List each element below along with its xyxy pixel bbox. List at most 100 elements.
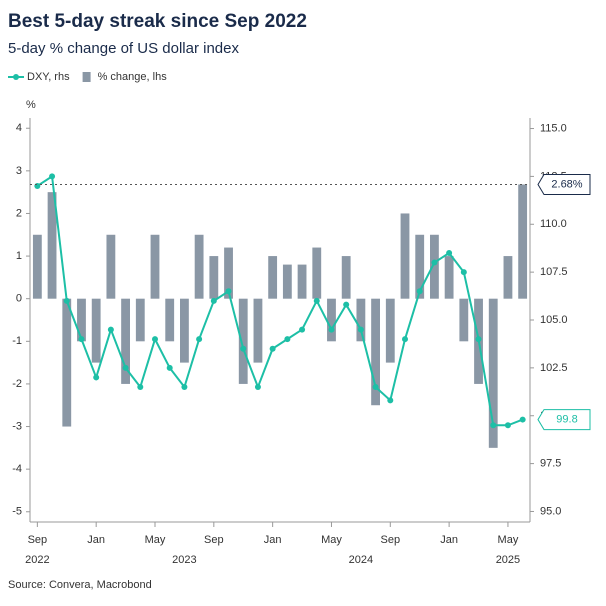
bar xyxy=(209,256,219,299)
line-point xyxy=(34,182,41,189)
bar xyxy=(165,298,175,342)
bar xyxy=(135,298,145,342)
line-point xyxy=(431,259,438,266)
chart-title: Best 5-day streak since Sep 2022 xyxy=(8,11,307,32)
chart-subtitle: 5-day % change of US dollar index xyxy=(8,40,239,57)
bar xyxy=(356,298,366,342)
line-point xyxy=(504,422,511,429)
legend-swatch-dot xyxy=(13,74,19,80)
bar xyxy=(32,234,42,299)
bar xyxy=(180,298,189,363)
bar xyxy=(253,298,263,363)
x-tick-label: May xyxy=(145,534,166,546)
line-point xyxy=(210,297,217,304)
line-point xyxy=(181,384,188,391)
y-tick-label: -2 xyxy=(12,378,22,390)
line-point xyxy=(416,288,423,295)
line-point xyxy=(49,173,56,180)
callout-box xyxy=(537,409,591,431)
bar xyxy=(312,247,322,299)
y2-tick-label: 102.5 xyxy=(540,362,568,374)
x-tick-label: May xyxy=(321,534,342,546)
bar xyxy=(224,247,233,299)
line-point xyxy=(240,345,247,352)
y-tick-label: -3 xyxy=(12,420,22,432)
line-point xyxy=(166,364,173,371)
y2-tick-label: 95.0 xyxy=(540,505,561,517)
legend-label: % change, lhs xyxy=(98,71,168,83)
legend-swatch xyxy=(82,72,91,82)
bar xyxy=(238,298,248,384)
line-point xyxy=(402,336,408,343)
bar xyxy=(150,234,160,299)
x-year-label: 2022 xyxy=(25,554,49,566)
bar xyxy=(282,264,292,299)
line-point xyxy=(78,336,85,343)
x-tick-label: Jan xyxy=(87,534,105,546)
bar xyxy=(459,298,469,342)
bar xyxy=(77,298,86,342)
line xyxy=(36,174,524,427)
line-point xyxy=(225,288,232,295)
line-point xyxy=(328,326,335,333)
callout-label: 2.68% xyxy=(551,178,582,190)
x-tick-label: May xyxy=(498,534,519,546)
y-tick-label: -5 xyxy=(12,506,22,518)
line-point xyxy=(475,336,482,343)
x-tick-label: Jan xyxy=(440,534,458,546)
bar xyxy=(121,298,130,384)
y2-tick-label: 110.0 xyxy=(540,218,567,230)
bar xyxy=(327,298,336,342)
bar xyxy=(371,298,380,406)
legend-label: DXY, rhs xyxy=(27,71,70,83)
line-point xyxy=(490,422,497,429)
line-point xyxy=(313,297,320,304)
line-point xyxy=(122,364,129,371)
line-point xyxy=(152,336,158,343)
bar xyxy=(62,298,72,427)
x-tick-label: Sep xyxy=(381,534,401,546)
y-tick-label: 2 xyxy=(16,207,22,219)
bar xyxy=(91,298,101,363)
y2-tick-label: 105.0 xyxy=(540,314,568,326)
y-tick-label: -4 xyxy=(12,463,22,475)
callout-box xyxy=(537,173,591,195)
line-point xyxy=(357,326,364,333)
line-point xyxy=(93,374,100,381)
line-point xyxy=(254,384,261,391)
line-point xyxy=(343,301,350,308)
line-point xyxy=(519,416,526,423)
bar xyxy=(341,256,351,299)
x-year-label: 2023 xyxy=(172,554,196,566)
bar xyxy=(268,256,278,299)
line-point xyxy=(196,336,203,343)
line-point xyxy=(372,384,379,391)
y-tick-label: 3 xyxy=(16,165,22,177)
x-tick-label: Jan xyxy=(264,534,282,546)
bar xyxy=(488,298,498,448)
bar xyxy=(503,256,513,299)
x-tick-label: Sep xyxy=(204,534,224,546)
y-tick-label: 1 xyxy=(16,250,22,262)
bar xyxy=(47,192,57,299)
bar xyxy=(400,213,410,299)
line-point xyxy=(446,249,453,256)
bar xyxy=(106,234,116,299)
bar xyxy=(415,234,425,299)
y-tick-label: 0 xyxy=(16,293,22,305)
source: Source: Convera, Macrobond xyxy=(8,579,152,591)
line-point xyxy=(63,297,70,304)
bar xyxy=(518,184,528,299)
bar xyxy=(297,264,307,299)
line-point xyxy=(269,345,276,352)
x-tick-label: Sep xyxy=(28,534,48,546)
line-point xyxy=(284,336,291,343)
line-point xyxy=(387,397,394,404)
line-point xyxy=(107,326,114,333)
line-point xyxy=(137,384,144,391)
y-axis-label: % xyxy=(26,99,36,111)
bar xyxy=(444,256,454,299)
y2-tick-label: 115.0 xyxy=(540,122,567,134)
bar xyxy=(430,234,439,299)
